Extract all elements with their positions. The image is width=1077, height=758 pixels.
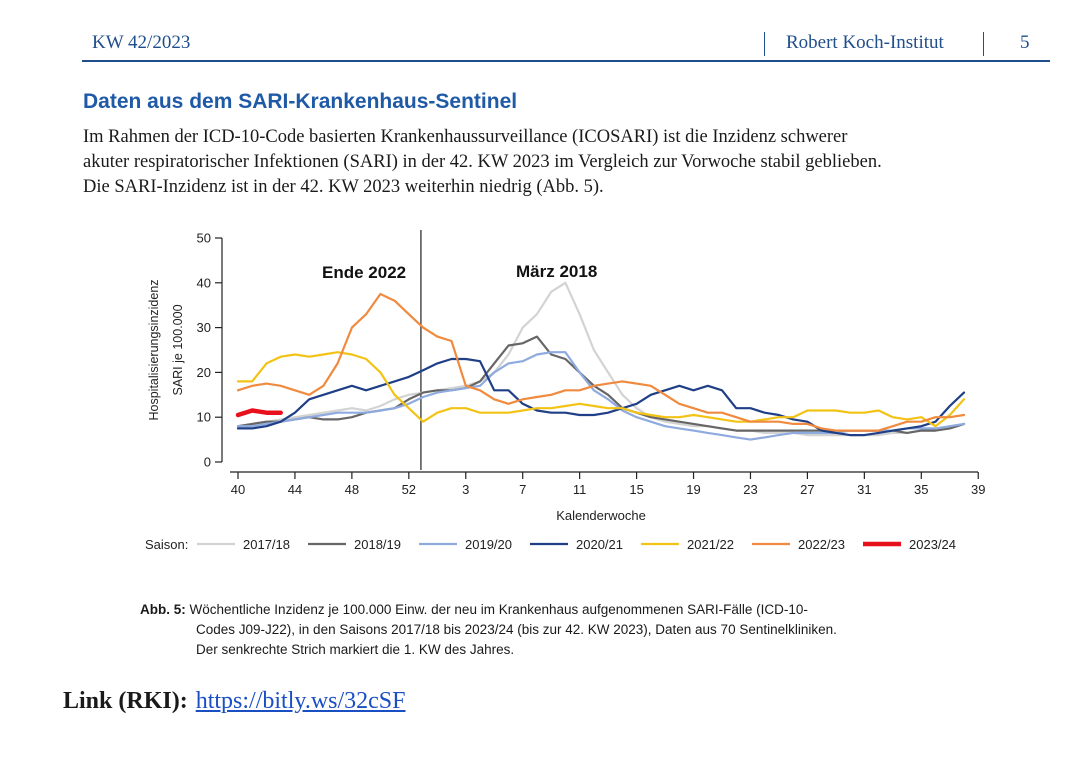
series-line-2022-23 xyxy=(236,292,966,432)
caption-text: Der senkrechte Strich markiert die 1. KW… xyxy=(196,642,515,657)
x-axis-label: Kalenderwoche xyxy=(556,508,646,523)
legend-label: 2018/19 xyxy=(354,537,401,552)
series-lines xyxy=(235,281,966,441)
link-row: Link (RKI): https://bitly.ws/32cSF xyxy=(63,688,406,715)
series-line-2020-21 xyxy=(236,357,966,437)
legend-title: Saison: xyxy=(145,537,188,552)
x-tick-label: 3 xyxy=(462,482,469,497)
legend-label: 2021/22 xyxy=(687,537,734,552)
y-axis-label-sub: SARI je 100.000 xyxy=(171,304,185,395)
y-tick-label: 0 xyxy=(204,455,211,470)
institute-name: Robert Koch-Institut xyxy=(786,32,944,53)
x-tick-label: 40 xyxy=(231,482,245,497)
body-line: akuter respiratorischer Infektionen (SAR… xyxy=(83,152,882,172)
annotation-ende-2022: Ende 2022 xyxy=(322,263,406,282)
y-tick-label: 30 xyxy=(197,320,211,335)
page-number: 5 xyxy=(1020,32,1030,53)
x-tick-label: 31 xyxy=(857,482,871,497)
x-tick-label: 44 xyxy=(288,482,302,497)
series-line-2023-24 xyxy=(235,408,283,418)
x-tick-label: 11 xyxy=(573,482,587,497)
x-tick-label: 35 xyxy=(914,482,928,497)
y-tick-label: 20 xyxy=(197,365,211,380)
x-tick-label: 7 xyxy=(519,482,526,497)
body-line: Im Rahmen der ICD-10-Code basierten Kran… xyxy=(83,127,848,147)
annotation-maerz-2018: März 2018 xyxy=(516,262,597,281)
x-tick-label: 23 xyxy=(743,482,757,497)
x-tick-label: 39 xyxy=(971,482,985,497)
section-title: Daten aus dem SARI-Krankenhaus-Sentinel xyxy=(83,90,518,113)
figure-caption: Abb. 5: Wöchentliche Inzidenz je 100.000… xyxy=(140,600,1020,660)
x-axis: 40 44 48 52 3 7 11 15 19 23 27 31 35 39 xyxy=(230,471,985,497)
caption-text: Wöchentliche Inzidenz je 100.000 Einw. d… xyxy=(189,602,808,617)
issue-label: KW 42/2023 xyxy=(92,32,191,53)
link-label: Link (RKI): xyxy=(63,688,188,714)
header-rule xyxy=(82,60,1050,62)
legend-label: 2020/21 xyxy=(576,537,623,552)
rki-link[interactable]: https://bitly.ws/32cSF xyxy=(195,688,406,714)
series-line-2021-22 xyxy=(236,351,966,428)
legend: Saison: 2017/18 2018/19 2019/20 2020/21 2021… xyxy=(145,537,956,552)
sari-incidence-chart: 0 10 20 30 40 50 40 44 48 52 3 7 11 15 19 23 27 31 35 39 E… xyxy=(145,230,985,552)
body-line: Die SARI-Inzidenz ist in der 42. KW 2023… xyxy=(83,177,604,197)
caption-text: Codes J09-J22), in den Saisons 2017/18 b… xyxy=(196,622,837,637)
y-tick-label: 10 xyxy=(197,410,211,425)
x-tick-label: 52 xyxy=(402,482,416,497)
legend-label: 2017/18 xyxy=(243,537,290,552)
header-divider xyxy=(983,32,984,56)
x-tick-label: 48 xyxy=(345,482,359,497)
header-divider xyxy=(764,32,765,56)
x-tick-label: 27 xyxy=(800,482,814,497)
x-tick-label: 19 xyxy=(686,482,700,497)
legend-label: 2022/23 xyxy=(798,537,845,552)
y-tick-label: 40 xyxy=(197,275,211,290)
y-tick-label: 50 xyxy=(197,231,211,246)
y-axis: 0 10 20 30 40 50 xyxy=(197,231,223,470)
y-axis-label: Hospitalisierungsinzidenz xyxy=(147,279,161,420)
caption-label: Abb. 5: xyxy=(140,602,186,617)
x-tick-label: 15 xyxy=(629,482,643,497)
series-line-2019-20 xyxy=(236,351,966,441)
legend-label: 2023/24 xyxy=(909,537,956,552)
body-paragraph: Im Rahmen der ICD-10-Code basierten Kran… xyxy=(83,125,1058,200)
legend-label: 2019/20 xyxy=(465,537,512,552)
